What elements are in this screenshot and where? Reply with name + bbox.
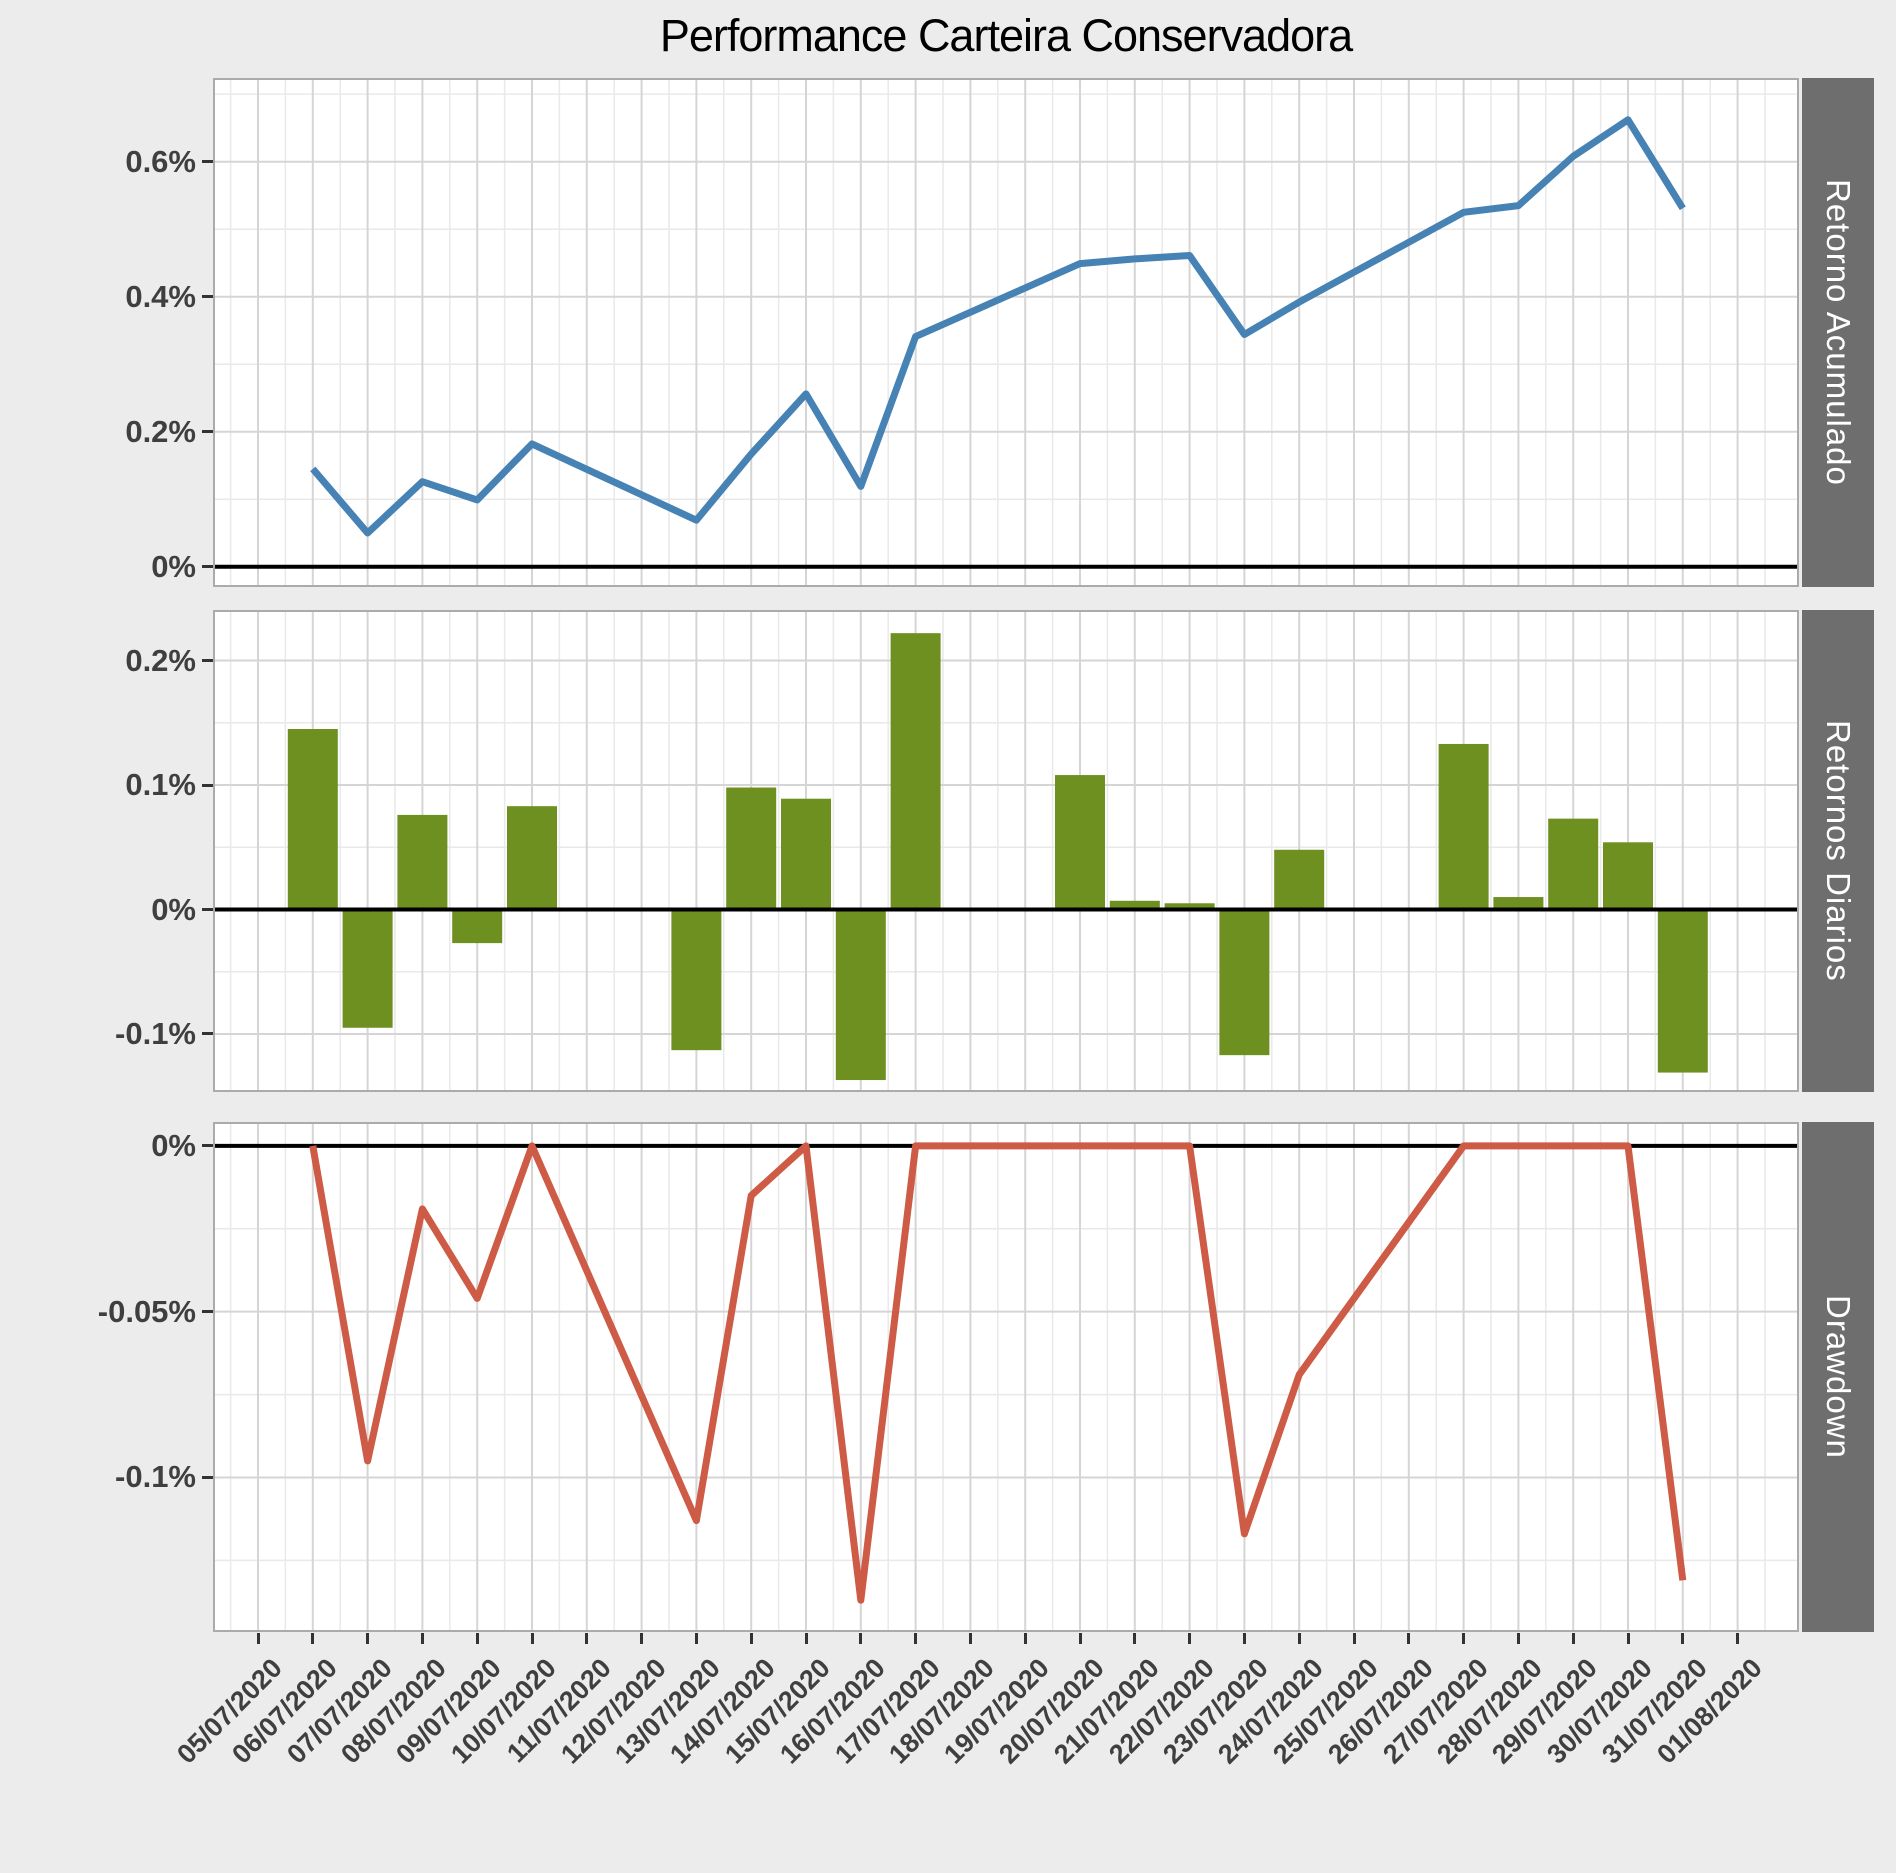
bar-23/07/2020	[1219, 909, 1270, 1056]
bar-27/07/2020	[1438, 743, 1489, 910]
facet-strip-drawdown: Drawdown	[1802, 1122, 1874, 1632]
y-tick-label: 0.6%	[125, 143, 196, 179]
y-tick-label: -0.05%	[97, 1293, 196, 1329]
bar-15/07/2020	[781, 798, 831, 910]
bar-24/07/2020	[1274, 849, 1325, 910]
y-tick-mark	[202, 1032, 213, 1036]
y-tick-mark	[202, 659, 213, 663]
bar-21/07/2020	[1109, 900, 1160, 910]
x-tick-mark	[1188, 1633, 1192, 1644]
y-tick-label: 0%	[151, 891, 196, 927]
chart-title: Performance Carteira Conservadora	[659, 10, 1353, 61]
y-tick-label: 0.1%	[125, 767, 196, 803]
y-tick-mark	[202, 1475, 213, 1479]
bar-31/07/2020	[1657, 909, 1708, 1073]
y-tick-label: -0.1%	[115, 1015, 196, 1051]
facet-strip-label-drawdown: Drawdown	[1820, 1295, 1857, 1459]
x-tick-mark	[859, 1633, 863, 1644]
bar-09/07/2020	[452, 909, 503, 944]
x-tick-mark	[1242, 1633, 1246, 1644]
daily-return-bars	[287, 633, 1708, 1081]
facet-strip-retornos-diarios: Retornos Diarios	[1802, 610, 1874, 1092]
bar-07/07/2020	[342, 909, 393, 1028]
x-tick-mark	[311, 1633, 315, 1644]
x-tick-mark	[968, 1633, 972, 1644]
y-tick-mark	[202, 565, 213, 569]
facet-strip-label-retornos-diarios: Retornos Diarios	[1820, 720, 1857, 982]
x-tick-mark	[1462, 1633, 1466, 1644]
bar-08/07/2020	[397, 814, 448, 910]
bar-13/07/2020	[671, 909, 722, 1051]
y-tick-label: 0.2%	[125, 642, 196, 678]
retornos-diarios-plot	[215, 612, 1797, 1090]
facet-strip-label-retorno-acumulado: Retorno Acumulado	[1820, 179, 1857, 486]
x-tick-mark	[420, 1633, 424, 1644]
x-tick-mark	[1297, 1633, 1301, 1644]
y-tick-label: -0.1%	[115, 1459, 196, 1495]
x-tick-mark	[1681, 1633, 1685, 1644]
gridlines	[215, 80, 1797, 585]
x-tick-mark	[475, 1633, 479, 1644]
y-tick-mark	[202, 295, 213, 299]
x-tick-mark	[1133, 1633, 1137, 1644]
x-tick-mark	[366, 1633, 370, 1644]
x-tick-mark	[530, 1633, 534, 1644]
bar-22/07/2020	[1164, 903, 1215, 910]
x-tick-mark	[1023, 1633, 1027, 1644]
x-tick-mark	[585, 1633, 589, 1644]
gridlines	[215, 1124, 1797, 1630]
x-tick-mark	[256, 1633, 260, 1644]
bar-10/07/2020	[507, 806, 557, 910]
bar-29/07/2020	[1548, 818, 1599, 910]
y-tick-mark	[202, 1144, 213, 1148]
x-tick-mark	[1571, 1633, 1575, 1644]
bar-06/07/2020	[287, 729, 338, 910]
x-tick-mark	[804, 1633, 808, 1644]
x-tick-mark	[1352, 1633, 1356, 1644]
panel-drawdown	[213, 1122, 1799, 1632]
bar-20/07/2020	[1055, 775, 1105, 910]
y-tick-mark	[202, 160, 213, 164]
y-tick-label: 0%	[151, 548, 196, 584]
y-tick-mark	[202, 908, 213, 911]
series-line-drawdown	[309, 1142, 1687, 1604]
panel-retornos-diarios	[213, 610, 1799, 1092]
series-line-retorno-acumulado	[310, 116, 1686, 537]
x-tick-mark	[1736, 1633, 1740, 1644]
y-tick-mark	[202, 783, 213, 787]
x-tick-mark	[694, 1633, 698, 1644]
y-tick-label: 0%	[151, 1127, 196, 1163]
facet-strip-retorno-acumulado: Retorno Acumulado	[1802, 78, 1874, 587]
drawdown-plot	[215, 1124, 1797, 1630]
x-tick-mark	[914, 1633, 918, 1644]
bar-28/07/2020	[1493, 897, 1544, 910]
y-tick-label: 0.4%	[125, 278, 196, 314]
x-tick-mark	[1407, 1633, 1411, 1644]
x-tick-mark	[749, 1633, 753, 1644]
y-tick-mark	[202, 430, 213, 434]
x-tick-mark	[640, 1633, 644, 1644]
x-tick-mark	[1078, 1633, 1082, 1644]
panel-retorno-acumulado	[213, 78, 1799, 587]
bar-17/07/2020	[890, 633, 941, 910]
x-tick-mark	[1626, 1633, 1630, 1644]
bar-14/07/2020	[726, 787, 777, 910]
bar-16/07/2020	[835, 909, 886, 1081]
retorno-acumulado-plot	[215, 80, 1797, 585]
y-tick-label: 0.2%	[125, 413, 196, 449]
x-tick-mark	[1516, 1633, 1520, 1644]
y-tick-mark	[202, 1310, 213, 1314]
bar-30/07/2020	[1603, 842, 1653, 910]
